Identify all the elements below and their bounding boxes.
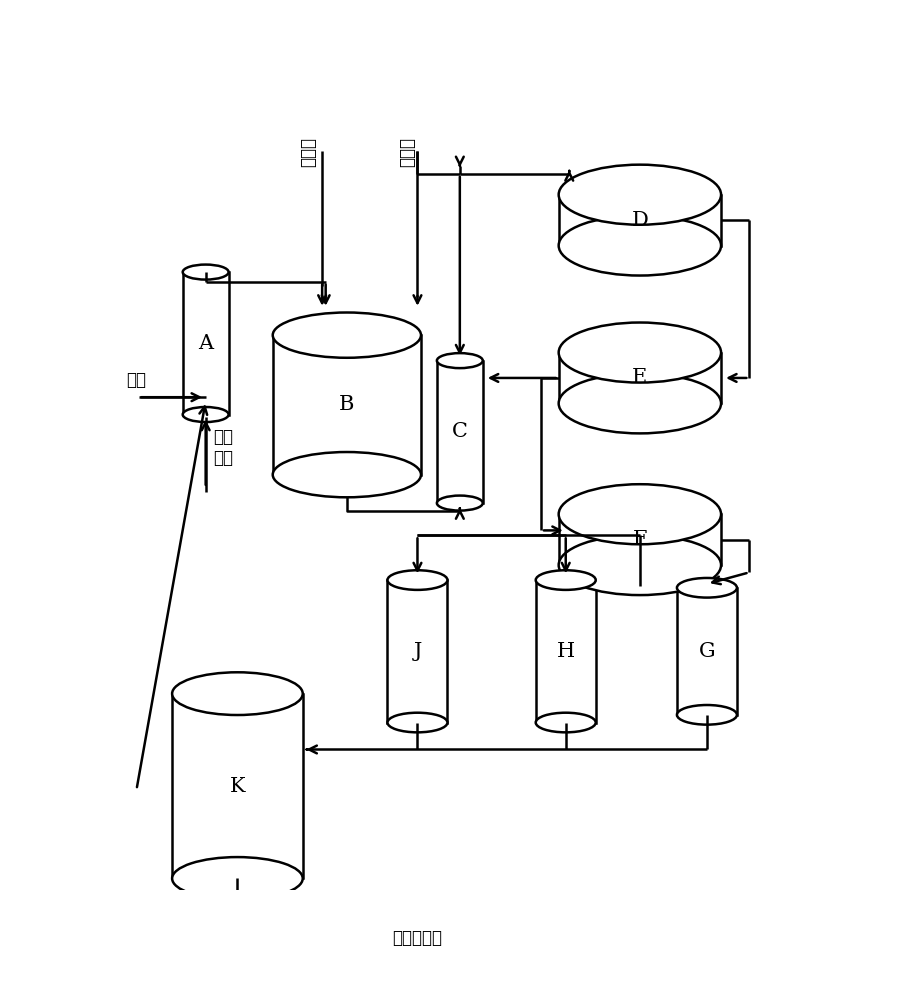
Polygon shape <box>272 335 421 475</box>
Ellipse shape <box>536 570 596 590</box>
Polygon shape <box>387 580 447 723</box>
Text: J: J <box>414 642 422 661</box>
Text: D: D <box>631 211 649 230</box>
Ellipse shape <box>437 353 483 368</box>
Text: A: A <box>198 334 213 353</box>
Text: B: B <box>339 395 354 414</box>
Ellipse shape <box>183 265 229 280</box>
Text: K: K <box>230 777 245 796</box>
Polygon shape <box>558 353 722 403</box>
Ellipse shape <box>677 705 737 725</box>
Polygon shape <box>172 694 302 878</box>
Ellipse shape <box>172 672 302 715</box>
Polygon shape <box>183 272 229 415</box>
Ellipse shape <box>172 857 302 900</box>
Ellipse shape <box>387 570 447 590</box>
Polygon shape <box>677 588 737 715</box>
Text: H: H <box>557 642 575 661</box>
Polygon shape <box>536 580 596 723</box>
Text: G: G <box>699 642 715 661</box>
Ellipse shape <box>272 312 421 358</box>
Text: 醋酸: 醋酸 <box>127 371 147 389</box>
Ellipse shape <box>558 215 722 276</box>
Ellipse shape <box>558 165 722 225</box>
Ellipse shape <box>558 373 722 433</box>
Text: 间苯
二胺: 间苯 二胺 <box>213 428 232 467</box>
Text: 母液水回用: 母液水回用 <box>393 928 443 946</box>
Text: C: C <box>452 422 467 441</box>
Text: 氯化氢: 氯化氢 <box>299 137 317 167</box>
Ellipse shape <box>536 713 596 732</box>
Ellipse shape <box>387 713 447 732</box>
Ellipse shape <box>558 323 722 383</box>
Text: F: F <box>632 530 647 549</box>
Ellipse shape <box>558 484 722 544</box>
Text: E: E <box>632 368 648 387</box>
Polygon shape <box>558 514 722 565</box>
Polygon shape <box>437 361 483 503</box>
Ellipse shape <box>558 535 722 595</box>
Ellipse shape <box>272 452 421 497</box>
Ellipse shape <box>183 407 229 422</box>
Text: 母液水: 母液水 <box>398 137 416 167</box>
Ellipse shape <box>677 578 737 598</box>
Polygon shape <box>558 195 722 246</box>
Ellipse shape <box>437 496 483 511</box>
